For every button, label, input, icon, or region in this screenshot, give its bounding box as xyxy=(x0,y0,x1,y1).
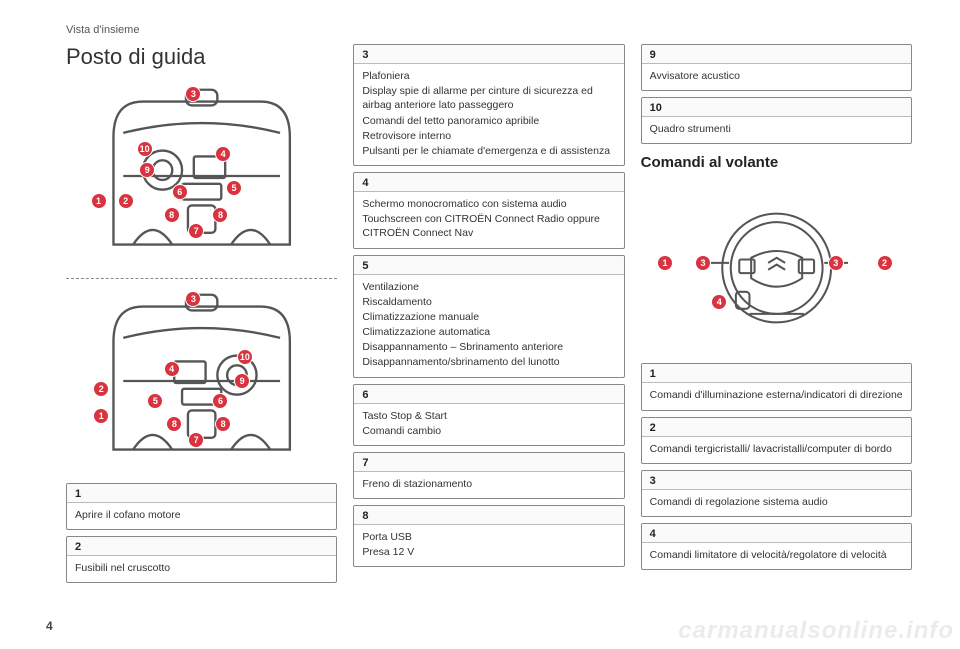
driving-pos-item-8-text: Porta USBPresa 12 V xyxy=(354,525,623,566)
callout-badge-2: 2 xyxy=(94,382,108,396)
driving-pos-item-7: 7Freno di stazionamento xyxy=(353,452,624,499)
callout-badge-2: 2 xyxy=(119,194,133,208)
driving-pos-item-7-number: 7 xyxy=(354,453,623,472)
driving-pos-item-6-number: 6 xyxy=(354,385,623,404)
dashboard-diagram-rhd: 341092156887 xyxy=(66,283,337,479)
driving-pos-item-8-number: 8 xyxy=(354,506,623,525)
callout-badge-4: 4 xyxy=(165,362,179,376)
callout-badge-2: 2 xyxy=(878,256,892,270)
page-title: Posto di guida xyxy=(66,44,337,70)
steering-item-1: 1Comandi d'illuminazione esterna/indicat… xyxy=(641,363,912,410)
driving-pos-item-6-text: Tasto Stop & StartComandi cambio xyxy=(354,404,623,445)
steering-item-3: 3Comandi di regolazione sistema audio xyxy=(641,470,912,517)
diagram-divider xyxy=(66,278,337,279)
steering-item-4-text: Comandi limitatore di velocità/regolator… xyxy=(642,543,911,569)
steering-item-1-number: 1 xyxy=(642,364,911,383)
driving-pos-item-9: 9Avvisatore acustico xyxy=(641,44,912,91)
callout-badge-3: 3 xyxy=(829,256,843,270)
driving-pos-item-9-text: Avvisatore acustico xyxy=(642,64,911,90)
driving-pos-item-2-number: 2 xyxy=(67,537,336,556)
driving-pos-item-5-number: 5 xyxy=(354,256,623,275)
column-3: 9Avvisatore acustico 10Quadro strumenti C… xyxy=(641,44,912,589)
steering-item-1-text: Comandi d'illuminazione esterna/indicato… xyxy=(642,383,911,409)
driving-pos-item-2-text: Fusibili nel cruscotto xyxy=(67,556,336,582)
driving-pos-item-5: 5VentilazioneRiscaldamentoClimatizzazion… xyxy=(353,255,624,378)
driving-pos-item-1: 1Aprire il cofano motore xyxy=(66,483,337,530)
driving-pos-item-10-text: Quadro strumenti xyxy=(642,117,911,143)
callout-badge-7: 7 xyxy=(189,224,203,238)
steering-item-3-text: Comandi di regolazione sistema audio xyxy=(642,490,911,516)
steering-wheel-diagram: 13324 xyxy=(641,183,912,353)
dashboard-diagram-lhd: 310491265887 xyxy=(66,78,337,274)
steering-item-2-text: Comandi tergicristalli/ lavacristalli/co… xyxy=(642,437,911,463)
callout-badge-10: 10 xyxy=(238,350,252,364)
steering-item-2: 2Comandi tergicristalli/ lavacristalli/c… xyxy=(641,417,912,464)
driving-pos-item-2: 2Fusibili nel cruscotto xyxy=(66,536,337,583)
driving-pos-item-1-text: Aprire il cofano motore xyxy=(67,503,336,529)
driving-pos-item-10-number: 10 xyxy=(642,98,911,117)
callout-badge-10: 10 xyxy=(138,142,152,156)
driving-pos-item-3-number: 3 xyxy=(354,45,623,64)
driving-pos-item-4-number: 4 xyxy=(354,173,623,192)
callout-badge-6: 6 xyxy=(213,394,227,408)
watermark: carmanualsonline.info xyxy=(678,617,954,645)
callout-badge-7: 7 xyxy=(189,433,203,447)
driving-pos-item-6: 6Tasto Stop & StartComandi cambio xyxy=(353,384,624,446)
driving-pos-item-7-text: Freno di stazionamento xyxy=(354,472,623,498)
steering-item-4-number: 4 xyxy=(642,524,911,543)
section-label: Vista d'insieme xyxy=(66,24,912,36)
page-number: 4 xyxy=(46,619,53,633)
callout-badge-5: 5 xyxy=(227,181,241,195)
driving-pos-item-9-number: 9 xyxy=(642,45,911,64)
driving-pos-item-4: 4Schermo monocromatico con sistema audio… xyxy=(353,172,624,249)
driving-pos-item-1-number: 1 xyxy=(67,484,336,503)
driving-pos-item-10: 10Quadro strumenti xyxy=(641,97,912,144)
column-2: 3PlafonieraDisplay spie di allarme per c… xyxy=(353,44,624,589)
steering-item-2-number: 2 xyxy=(642,418,911,437)
driving-pos-item-8: 8Porta USBPresa 12 V xyxy=(353,505,624,567)
steering-heading: Comandi al volante xyxy=(641,154,912,171)
driving-pos-item-4-text: Schermo monocromatico con sistema audioT… xyxy=(354,192,623,248)
callout-badge-8: 8 xyxy=(165,208,179,222)
callout-badge-5: 5 xyxy=(148,394,162,408)
driving-pos-item-5-text: VentilazioneRiscaldamentoClimatizzazione… xyxy=(354,275,623,377)
callout-badge-1: 1 xyxy=(92,194,106,208)
steering-item-4: 4Comandi limitatore di velocità/regolato… xyxy=(641,523,912,570)
steering-item-3-number: 3 xyxy=(642,471,911,490)
driving-pos-item-3-text: PlafonieraDisplay spie di allarme per ci… xyxy=(354,64,623,165)
callout-badge-3: 3 xyxy=(186,292,200,306)
callout-badge-3: 3 xyxy=(186,87,200,101)
column-1: Posto di guida xyxy=(66,44,337,589)
callout-badge-6: 6 xyxy=(173,185,187,199)
driving-pos-item-3: 3PlafonieraDisplay spie di allarme per c… xyxy=(353,44,624,166)
